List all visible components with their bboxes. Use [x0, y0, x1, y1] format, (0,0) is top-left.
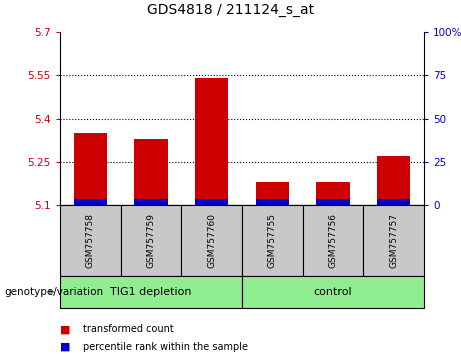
Text: GSM757756: GSM757756: [329, 213, 337, 268]
Bar: [377, 156, 410, 205]
Text: genotype/variation: genotype/variation: [5, 287, 104, 297]
Bar: [195, 199, 228, 205]
Bar: [303, 205, 363, 276]
Text: GSM757755: GSM757755: [268, 213, 277, 268]
Text: GSM757758: GSM757758: [86, 213, 95, 268]
Text: TIG1 depletion: TIG1 depletion: [110, 287, 192, 297]
Bar: [134, 199, 168, 205]
Bar: [60, 205, 121, 276]
Bar: [242, 276, 424, 308]
Bar: [74, 133, 107, 205]
Bar: [242, 205, 303, 276]
Bar: [74, 199, 107, 205]
Text: control: control: [314, 287, 352, 297]
Text: GSM757760: GSM757760: [207, 213, 216, 268]
Text: percentile rank within the sample: percentile rank within the sample: [83, 342, 248, 352]
Text: GSM757759: GSM757759: [147, 213, 155, 268]
Bar: [377, 199, 410, 205]
Bar: [181, 205, 242, 276]
Bar: [316, 199, 350, 205]
Text: GDS4818 / 211124_s_at: GDS4818 / 211124_s_at: [147, 2, 314, 17]
Bar: [121, 205, 181, 276]
Text: GSM757757: GSM757757: [389, 213, 398, 268]
Text: transformed count: transformed count: [83, 324, 174, 334]
Text: ■: ■: [60, 324, 71, 334]
Text: ■: ■: [60, 342, 71, 352]
Bar: [316, 182, 350, 205]
Bar: [195, 78, 228, 205]
Bar: [256, 182, 289, 205]
Bar: [134, 139, 168, 205]
Bar: [60, 276, 242, 308]
Bar: [256, 199, 289, 205]
Bar: [363, 205, 424, 276]
